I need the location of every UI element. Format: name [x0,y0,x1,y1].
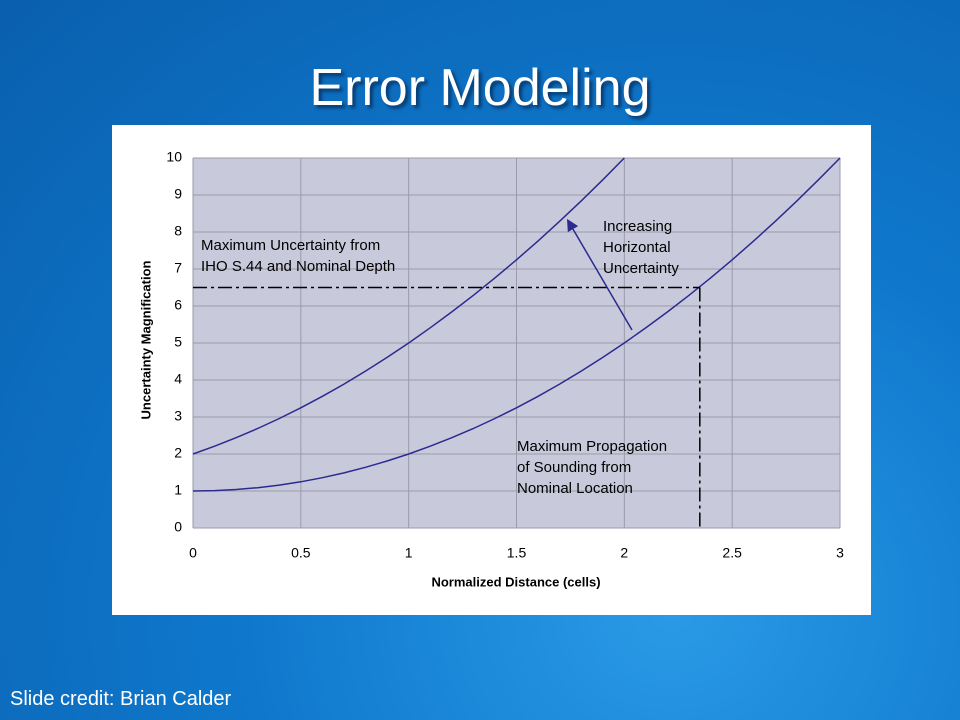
x-tick-label: 1.5 [507,545,527,561]
x-tick-label: 1 [405,545,413,561]
y-tick-label: 3 [174,408,182,424]
y-tick-label: 10 [166,149,182,165]
annotation: Maximum Uncertainty from [201,237,380,254]
x-tick-label: 2.5 [722,545,742,561]
x-axis-label: Normalized Distance (cells) [431,574,600,589]
y-tick-label: 2 [174,445,182,461]
annotation: Increasing [603,218,672,235]
series-line [192,157,841,492]
annotation: IHO S.44 and Nominal Depth [201,258,395,275]
annotation: Maximum Propagation [517,438,667,455]
x-tick-label: 0 [189,545,197,561]
slide-title: Error Modeling [309,59,651,117]
annotation: of Sounding from [517,459,631,476]
y-tick-label: 0 [174,519,182,535]
slide-credit: Slide credit: Brian Calder [10,688,232,710]
x-tick-label: 2 [620,545,628,561]
y-tick-label: 8 [174,223,182,239]
arrow [566,218,633,331]
y-tick-label: 5 [174,334,182,350]
x-tick-label: 0.5 [291,545,311,561]
annotation: Horizontal [603,239,671,256]
x-tick-label: 3 [836,545,844,561]
y-tick-label: 6 [174,297,182,313]
series-line [192,157,625,455]
y-tick-label: 1 [174,482,182,498]
y-tick-label: 7 [174,260,182,276]
chart: Normalized Distance (cells) Uncertainty … [138,148,845,590]
y-tick-label: 4 [174,371,182,387]
annotation: Uncertainty [603,260,679,277]
y-axis-label: Uncertainty Magnification [138,260,153,419]
y-tick-label: 9 [174,186,182,202]
annotation: Nominal Location [517,480,633,497]
